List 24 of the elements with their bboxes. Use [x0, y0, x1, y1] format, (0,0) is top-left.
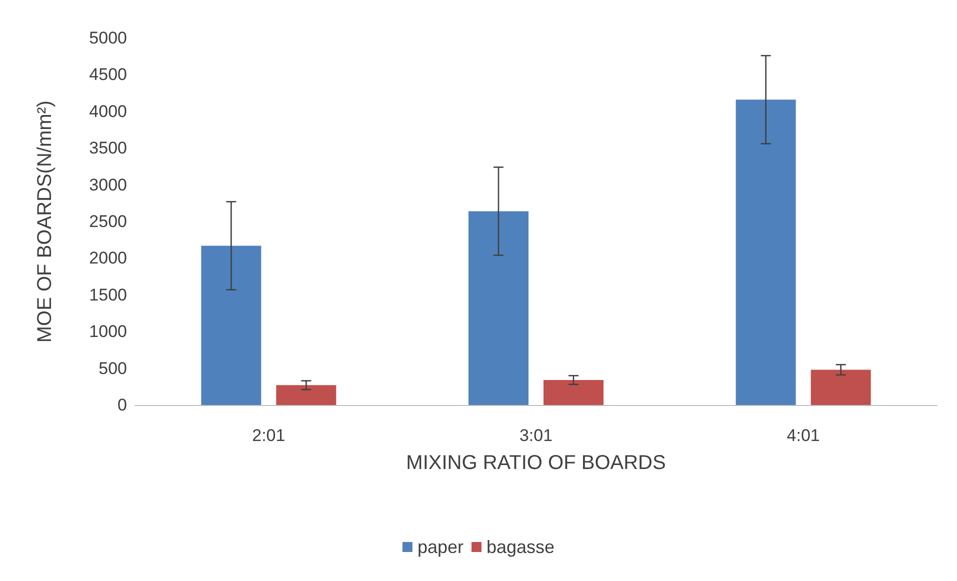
bar [468, 211, 528, 405]
legend-label: bagasse [486, 537, 555, 557]
y-tick-label: 1000 [89, 322, 127, 342]
y-tick-label: 0 [118, 396, 127, 414]
legend-label: paper [417, 537, 464, 557]
y-tick-label: 500 [98, 358, 127, 378]
y-tick-label: 5000 [89, 28, 127, 48]
bar [276, 385, 336, 405]
x-tick-label: 4:01 [786, 426, 820, 445]
y-axis-title: MOE OF BOARDS(N/mm²) [34, 100, 56, 343]
y-tick-label: 4000 [89, 102, 127, 121]
x-tick-label: 2:01 [252, 426, 286, 445]
x-axis-title: MIXING RATIO OF BOARDS [406, 452, 666, 474]
bar [201, 246, 262, 405]
y-tick-label: 3500 [89, 138, 127, 158]
y-tick-label: 3000 [89, 175, 127, 194]
x-tick-label: 3:01 [519, 426, 553, 445]
y-tick-label: 4500 [89, 65, 127, 84]
y-tick-label: 1500 [89, 285, 127, 304]
bar [736, 100, 796, 405]
y-tick-label: 2500 [89, 212, 127, 231]
bar [810, 370, 871, 405]
bar [544, 380, 604, 405]
y-tick-label: 2000 [89, 248, 127, 268]
